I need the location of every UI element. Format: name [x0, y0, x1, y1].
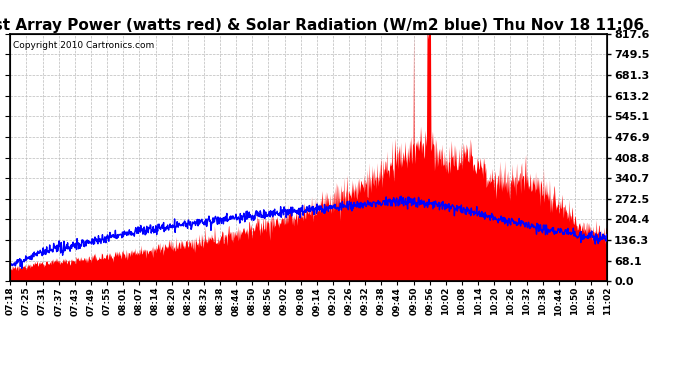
Title: East Array Power (watts red) & Solar Radiation (W/m2 blue) Thu Nov 18 11:06: East Array Power (watts red) & Solar Rad…: [0, 18, 644, 33]
Text: Copyright 2010 Cartronics.com: Copyright 2010 Cartronics.com: [13, 41, 155, 50]
